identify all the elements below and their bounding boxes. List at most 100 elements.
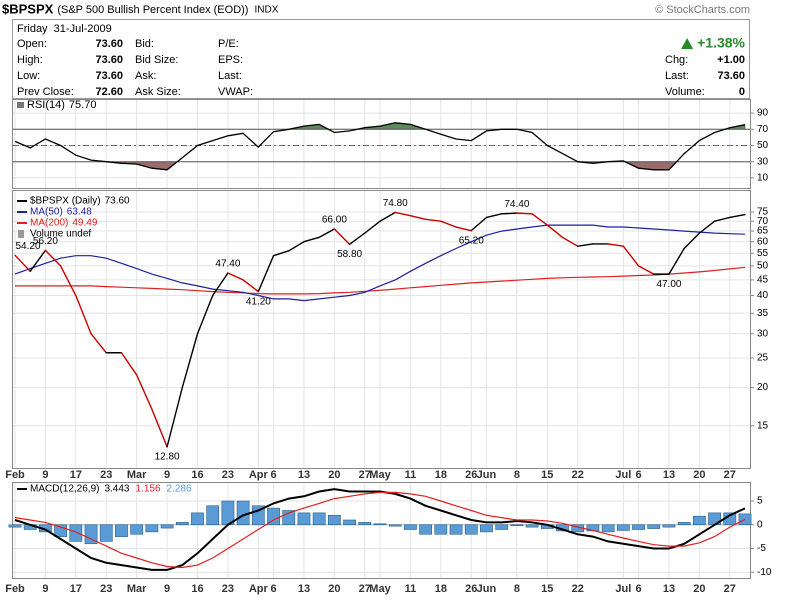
histogram-bar — [297, 512, 311, 526]
quote-value: 73.60 — [95, 38, 123, 50]
histogram-bar — [647, 524, 661, 529]
x-tick-label: May — [369, 469, 391, 481]
x-tick-label: 9 — [164, 583, 170, 595]
x-tick-label: 22 — [572, 583, 584, 595]
quote-value: 73.60 — [95, 54, 123, 66]
histogram-bar — [601, 524, 615, 533]
histogram-bar — [160, 524, 174, 529]
price-segment — [14, 254, 31, 273]
y-tick-label: 25 — [757, 353, 769, 364]
histogram-bar — [145, 524, 159, 533]
histogram-bar — [632, 524, 645, 530]
exchange: INDX — [254, 5, 278, 16]
histogram-bar — [54, 524, 68, 537]
price-segment — [272, 250, 290, 257]
change-arrow — [681, 38, 694, 49]
histogram-bar — [480, 524, 493, 533]
legend-value: 75.70 — [69, 99, 97, 111]
y-tick-label: 50 — [757, 140, 769, 151]
histogram-bar — [419, 524, 433, 535]
x-tick-label: 9 — [42, 583, 48, 595]
legend-icon — [18, 230, 24, 238]
y-tick-label: 0 — [757, 519, 763, 530]
stat-value: 73.60 — [717, 70, 745, 82]
histogram-bar — [662, 524, 676, 528]
legend-label: MACD(12,26,9) — [30, 484, 99, 495]
change: +1.38% — [697, 35, 745, 51]
data-label: 47.00 — [656, 279, 681, 290]
y-tick-label: 55 — [757, 248, 769, 259]
legend-icon — [17, 102, 24, 108]
x-tick-label: 16 — [191, 469, 203, 481]
quote-label: Low: — [17, 70, 40, 82]
y-tick-label: 75 — [757, 207, 769, 218]
histogram-bar — [358, 522, 372, 526]
x-tick-label: 27 — [724, 583, 736, 595]
x-tick-label: 9 — [164, 469, 170, 481]
ma-line — [14, 224, 746, 302]
x-tick-label: 6 — [270, 469, 276, 481]
quote-label: VWAP: — [218, 86, 253, 98]
data-label: 56.20 — [33, 236, 58, 247]
stat-label: Last: — [665, 70, 689, 82]
x-tick-label: 18 — [435, 469, 447, 481]
histogram-bar — [343, 519, 356, 526]
x-tick-label: 15 — [541, 583, 553, 595]
price-segment — [59, 265, 77, 297]
y-tick-label: 30 — [757, 328, 769, 339]
histogram-bar — [99, 524, 113, 542]
quote-label: P/E: — [218, 38, 239, 50]
data-label: 66.00 — [322, 215, 347, 226]
symbol: $BPSPX — [2, 1, 54, 16]
price-segment — [668, 247, 685, 275]
data-label: 12.80 — [155, 452, 180, 463]
price-segment — [440, 220, 457, 228]
stat-value: 0 — [739, 86, 745, 98]
y-tick-label: 70 — [757, 216, 769, 227]
data-label: 47.40 — [215, 259, 240, 270]
price-segment — [622, 245, 640, 267]
x-tick-label: 16 — [191, 583, 203, 595]
y-tick-label: 50 — [757, 261, 769, 272]
legend-value: 1.156 — [136, 484, 161, 495]
histogram-bar — [175, 522, 189, 526]
price-segment — [607, 243, 625, 247]
quote-value: 72.60 — [95, 86, 123, 98]
price-segment — [455, 226, 472, 232]
price-segment — [257, 254, 275, 293]
legend-label: RSI(14) — [27, 99, 65, 111]
histogram-bar — [327, 514, 341, 526]
y-tick-label: 5 — [757, 496, 763, 507]
data-label: 58.80 — [337, 249, 362, 260]
x-tick-label: 27 — [359, 583, 371, 595]
x-tick-label: 26 — [465, 469, 477, 481]
x-tick-label: 13 — [663, 583, 675, 595]
histogram-bar — [388, 524, 402, 527]
price-segment — [120, 352, 138, 376]
macd-line — [14, 488, 746, 571]
x-tick-label: 20 — [328, 583, 340, 595]
quote-label: Ask Size: — [135, 86, 181, 98]
x-tick-label: 15 — [541, 469, 553, 481]
x-tick-label: 6 — [635, 583, 641, 595]
panel-frame — [12, 190, 751, 469]
histogram-bar — [464, 524, 478, 535]
price-segment — [424, 218, 442, 222]
x-tick-label: Apr — [249, 583, 269, 595]
histogram-bar — [267, 507, 280, 526]
x-tick-label: Feb — [5, 583, 25, 595]
x-tick-label: 27 — [359, 469, 371, 481]
legend-value: 49.49 — [72, 218, 97, 229]
stat-label: Chg: — [665, 54, 688, 66]
y-tick-label: 45 — [757, 275, 769, 286]
histogram-bar — [692, 515, 706, 526]
y-tick-label: 70 — [757, 124, 769, 135]
histogram-bar — [69, 524, 83, 542]
histogram-bar — [404, 524, 417, 530]
x-tick-label: 17 — [70, 583, 82, 595]
price-segment — [516, 212, 533, 215]
x-tick-label: Feb — [5, 469, 25, 481]
data-label: 65.20 — [459, 235, 484, 246]
legend-label: MA(200) — [30, 218, 68, 229]
